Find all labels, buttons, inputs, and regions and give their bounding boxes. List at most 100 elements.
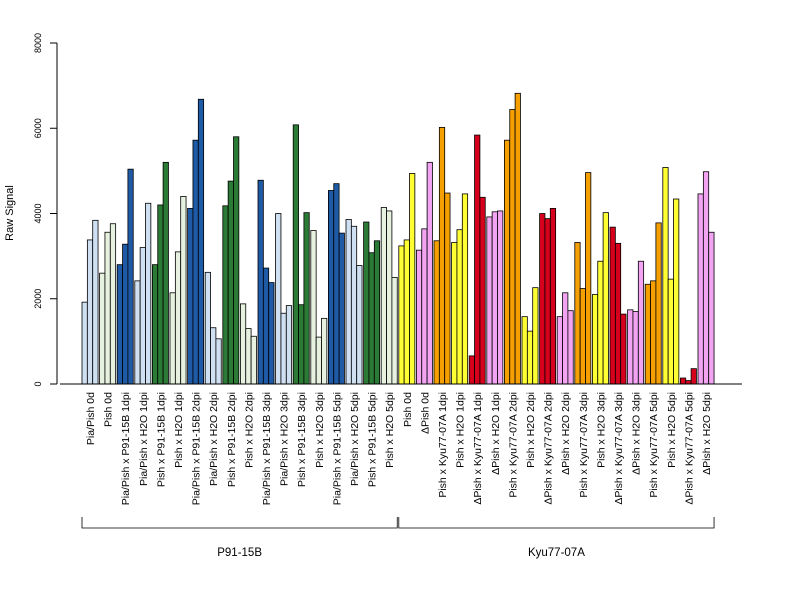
x-tick-label: Pish x P91-15B 3dpi bbox=[296, 392, 308, 487]
x-tick-label: Pish 0d bbox=[103, 392, 115, 427]
x-tick-labels: Pia/Pish 0d Pish 0d Pia/Pish x P91-15B 1dp… bbox=[85, 392, 713, 505]
group-label: P91-15B bbox=[217, 547, 262, 559]
bar bbox=[532, 287, 539, 385]
bar bbox=[197, 98, 205, 385]
x-tick-label: Pish x Kyu77-07A 5dpi bbox=[648, 392, 660, 498]
x-tick-label: Pia/Pish x P91-15B 1dpi bbox=[120, 392, 132, 505]
bar bbox=[345, 219, 352, 385]
x-tick-label: Pia/Pish x P91-15B 3dpi bbox=[261, 392, 273, 505]
bar bbox=[227, 180, 234, 385]
x-tick-label: Pish 0d bbox=[402, 392, 414, 427]
bar bbox=[109, 223, 117, 385]
bar bbox=[280, 312, 287, 385]
bar bbox=[667, 278, 674, 385]
bar bbox=[134, 280, 141, 385]
bar bbox=[250, 335, 257, 385]
bar bbox=[421, 228, 428, 385]
bar bbox=[409, 173, 416, 385]
bar bbox=[215, 338, 222, 385]
bar bbox=[333, 183, 340, 385]
bar bbox=[637, 260, 645, 385]
x-tick-label: Pish x H2O 5dpi bbox=[384, 392, 396, 468]
bar bbox=[233, 136, 240, 385]
bar bbox=[585, 172, 592, 385]
bar bbox=[157, 204, 164, 385]
x-tick-label: ΔPish x Kyu77-07A 5dpi bbox=[683, 392, 695, 505]
x-tick-label: Pia/Pish x H2O 5dpi bbox=[349, 392, 361, 486]
bar bbox=[491, 211, 498, 385]
bar bbox=[285, 305, 293, 385]
x-tick-label: Pia/Pish x H2O 3dpi bbox=[279, 392, 291, 486]
bar bbox=[567, 310, 574, 385]
bar bbox=[503, 139, 511, 385]
bar bbox=[650, 280, 657, 385]
x-tick-label: Pish x H2O 1dpi bbox=[455, 392, 467, 468]
bar bbox=[697, 193, 704, 385]
bar bbox=[380, 207, 387, 385]
y-axis: 0 2000 4000 6000 8000 bbox=[33, 33, 58, 387]
bar bbox=[602, 212, 609, 385]
x-tick-label: Pia/Pish 0d bbox=[85, 392, 97, 445]
bar bbox=[526, 330, 534, 385]
bar bbox=[574, 242, 581, 385]
bar bbox=[275, 213, 282, 385]
bar bbox=[321, 317, 328, 385]
bar bbox=[292, 124, 299, 385]
bar bbox=[690, 368, 697, 385]
bar bbox=[486, 216, 493, 385]
bar bbox=[673, 198, 680, 385]
bar bbox=[327, 190, 335, 385]
bar bbox=[350, 225, 358, 385]
bar bbox=[403, 239, 410, 385]
bar bbox=[262, 267, 270, 385]
bar bbox=[210, 327, 217, 385]
bar bbox=[122, 243, 129, 385]
x-tick-label: ΔPish x H2O 5dpi bbox=[701, 392, 713, 475]
bar bbox=[116, 264, 123, 385]
bar bbox=[609, 226, 616, 385]
bar bbox=[708, 231, 715, 385]
bar bbox=[579, 288, 586, 385]
bar bbox=[592, 294, 599, 385]
bar bbox=[461, 193, 469, 385]
x-tick-label: Pish x P91-15B 2dpi bbox=[226, 392, 238, 487]
bar bbox=[632, 311, 639, 385]
y-tick-label: 0 bbox=[33, 381, 43, 386]
x-tick-label: ΔPish x Kyu77-07A 1dpi bbox=[472, 392, 484, 505]
bar bbox=[310, 230, 317, 385]
x-tick-label: Pish x H2O 3dpi bbox=[314, 392, 326, 468]
x-tick-label: ΔPish x H2O 2dpi bbox=[560, 392, 572, 475]
bar bbox=[187, 207, 194, 385]
x-tick-label: ΔPish x Kyu77-07A 2dpi bbox=[543, 392, 555, 505]
y-tick-label: 2000 bbox=[33, 289, 43, 309]
x-tick-label: Pia/Pish x H2O 1dpi bbox=[138, 392, 150, 486]
bar bbox=[468, 355, 475, 385]
bar bbox=[139, 247, 146, 385]
bars bbox=[81, 92, 715, 385]
bar bbox=[391, 277, 398, 385]
group-bracket bbox=[398, 517, 715, 529]
x-tick-label: Pish x P91-15B 5dpi bbox=[367, 392, 379, 487]
x-tick-label: Pish x P91-15B 1dpi bbox=[155, 392, 167, 487]
bar bbox=[338, 232, 345, 385]
x-tick-label: Pia/Pish x H2O 2dpi bbox=[208, 392, 220, 486]
bar bbox=[81, 301, 88, 385]
bar bbox=[180, 196, 187, 385]
bar bbox=[298, 304, 305, 385]
bar bbox=[99, 272, 106, 385]
bar bbox=[556, 316, 563, 385]
bar bbox=[444, 192, 451, 385]
bar bbox=[86, 239, 94, 385]
x-tick-label: Pish x Kyu77-07A 3dpi bbox=[578, 392, 590, 498]
bar bbox=[544, 218, 551, 385]
bar bbox=[479, 196, 486, 385]
bar bbox=[363, 221, 370, 385]
bar bbox=[702, 171, 710, 385]
bar bbox=[268, 282, 275, 385]
bar bbox=[415, 249, 423, 385]
x-tick-label: ΔPish x H2O 1dpi bbox=[490, 392, 502, 475]
bar bbox=[92, 219, 99, 385]
y-tick-label: 6000 bbox=[33, 118, 43, 138]
bar bbox=[222, 205, 229, 385]
